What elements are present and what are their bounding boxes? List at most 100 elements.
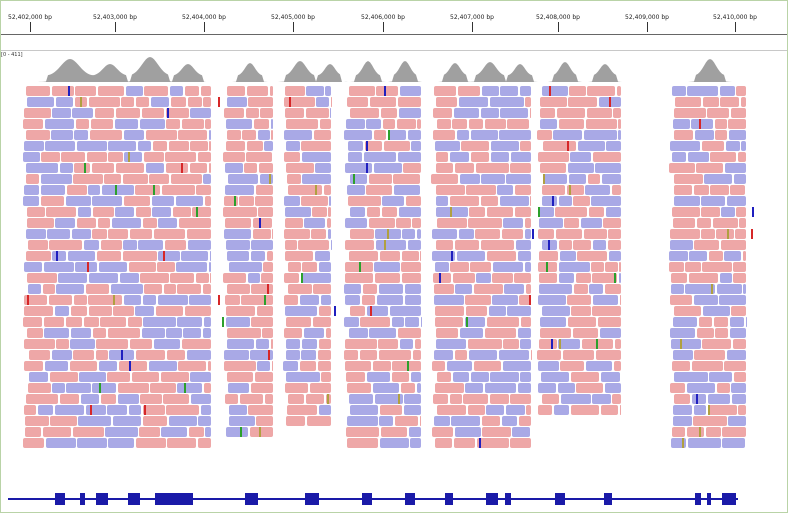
aligned-read[interactable] bbox=[731, 306, 746, 316]
gene-exon[interactable] bbox=[405, 493, 415, 505]
aligned-read[interactable] bbox=[486, 251, 517, 261]
aligned-read[interactable] bbox=[686, 383, 716, 393]
aligned-read[interactable] bbox=[368, 174, 392, 184]
aligned-read[interactable] bbox=[518, 383, 531, 393]
aligned-read[interactable] bbox=[257, 130, 270, 140]
aligned-read[interactable] bbox=[507, 119, 530, 129]
aligned-read[interactable] bbox=[712, 218, 738, 228]
aligned-read[interactable] bbox=[436, 372, 452, 382]
aligned-read[interactable] bbox=[701, 207, 720, 217]
aligned-read[interactable] bbox=[520, 372, 531, 382]
aligned-read[interactable] bbox=[223, 108, 245, 118]
aligned-read[interactable] bbox=[538, 405, 552, 415]
aligned-read[interactable] bbox=[403, 163, 421, 173]
aligned-read[interactable] bbox=[435, 306, 465, 316]
aligned-read[interactable] bbox=[538, 339, 557, 349]
aligned-read[interactable] bbox=[226, 339, 255, 349]
aligned-read[interactable] bbox=[435, 185, 465, 195]
aligned-read[interactable] bbox=[726, 196, 746, 206]
aligned-read[interactable] bbox=[463, 394, 489, 404]
aligned-read[interactable] bbox=[344, 130, 373, 140]
aligned-read[interactable] bbox=[562, 350, 595, 360]
aligned-read[interactable] bbox=[696, 218, 712, 228]
aligned-read[interactable] bbox=[307, 416, 331, 426]
aligned-read[interactable] bbox=[248, 97, 273, 107]
aligned-read[interactable] bbox=[538, 262, 558, 272]
aligned-read[interactable] bbox=[588, 207, 605, 217]
aligned-read[interactable] bbox=[224, 394, 239, 404]
aligned-read[interactable] bbox=[286, 339, 301, 349]
aligned-read[interactable] bbox=[580, 218, 602, 228]
aligned-read[interactable] bbox=[539, 317, 567, 327]
aligned-read[interactable] bbox=[519, 416, 531, 426]
aligned-read[interactable] bbox=[461, 141, 489, 151]
aligned-read[interactable] bbox=[685, 262, 701, 272]
aligned-read[interactable] bbox=[348, 196, 381, 206]
aligned-read[interactable] bbox=[570, 152, 592, 162]
aligned-read[interactable] bbox=[163, 284, 176, 294]
aligned-read[interactable] bbox=[581, 339, 614, 349]
aligned-read[interactable] bbox=[348, 152, 363, 162]
aligned-read[interactable] bbox=[228, 405, 247, 415]
aligned-read[interactable] bbox=[436, 119, 451, 129]
aligned-read[interactable] bbox=[672, 361, 691, 371]
aligned-read[interactable] bbox=[246, 141, 263, 151]
aligned-read[interactable] bbox=[607, 240, 621, 250]
aligned-read[interactable] bbox=[283, 229, 310, 239]
aligned-read[interactable] bbox=[702, 339, 732, 349]
aligned-read[interactable] bbox=[186, 229, 211, 239]
aligned-read[interactable] bbox=[168, 141, 189, 151]
aligned-read[interactable] bbox=[54, 306, 70, 316]
aligned-read[interactable] bbox=[369, 328, 397, 338]
aligned-read[interactable] bbox=[670, 339, 701, 349]
aligned-read[interactable] bbox=[460, 328, 483, 338]
aligned-read[interactable] bbox=[98, 262, 128, 272]
aligned-read[interactable] bbox=[189, 163, 208, 173]
aligned-read[interactable] bbox=[673, 394, 691, 404]
aligned-read[interactable] bbox=[465, 295, 491, 305]
gene-exon[interactable] bbox=[486, 493, 498, 505]
aligned-read[interactable] bbox=[672, 218, 696, 228]
aligned-read[interactable] bbox=[436, 218, 467, 228]
gene-exon[interactable] bbox=[128, 493, 140, 505]
aligned-read[interactable] bbox=[170, 273, 195, 283]
aligned-read[interactable] bbox=[255, 339, 270, 349]
aligned-read[interactable] bbox=[313, 130, 331, 140]
aligned-read[interactable] bbox=[504, 284, 525, 294]
aligned-read[interactable] bbox=[694, 130, 714, 140]
aligned-read[interactable] bbox=[558, 240, 572, 250]
aligned-read[interactable] bbox=[249, 427, 273, 437]
aligned-read[interactable] bbox=[112, 416, 142, 426]
aligned-read[interactable] bbox=[344, 163, 373, 173]
aligned-read[interactable] bbox=[719, 295, 746, 305]
aligned-read[interactable] bbox=[556, 229, 582, 239]
aligned-read[interactable] bbox=[733, 372, 746, 382]
aligned-read[interactable] bbox=[98, 218, 111, 228]
aligned-read[interactable] bbox=[172, 207, 191, 217]
aligned-read[interactable] bbox=[592, 394, 611, 404]
aligned-read[interactable] bbox=[731, 394, 746, 404]
aligned-read[interactable] bbox=[223, 273, 247, 283]
aligned-read[interactable] bbox=[722, 438, 745, 448]
aligned-read[interactable] bbox=[224, 350, 249, 360]
aligned-read[interactable] bbox=[286, 350, 300, 360]
aligned-read[interactable] bbox=[170, 174, 202, 184]
aligned-read[interactable] bbox=[161, 427, 188, 437]
aligned-read[interactable] bbox=[454, 427, 481, 437]
aligned-read[interactable] bbox=[553, 130, 583, 140]
aligned-read[interactable] bbox=[707, 394, 730, 404]
aligned-read[interactable] bbox=[271, 130, 273, 140]
aligned-read[interactable] bbox=[138, 240, 164, 250]
aligned-read[interactable] bbox=[701, 196, 726, 206]
aligned-read[interactable] bbox=[260, 108, 273, 118]
aligned-read[interactable] bbox=[70, 339, 95, 349]
aligned-read[interactable] bbox=[77, 207, 92, 217]
aligned-read[interactable] bbox=[210, 273, 211, 283]
gene-exon[interactable] bbox=[722, 493, 736, 505]
aligned-read[interactable] bbox=[701, 141, 725, 151]
aligned-read[interactable] bbox=[345, 427, 380, 437]
aligned-read[interactable] bbox=[27, 240, 48, 250]
aligned-read[interactable] bbox=[585, 119, 617, 129]
aligned-read[interactable] bbox=[540, 372, 569, 382]
aligned-read[interactable] bbox=[23, 317, 43, 327]
